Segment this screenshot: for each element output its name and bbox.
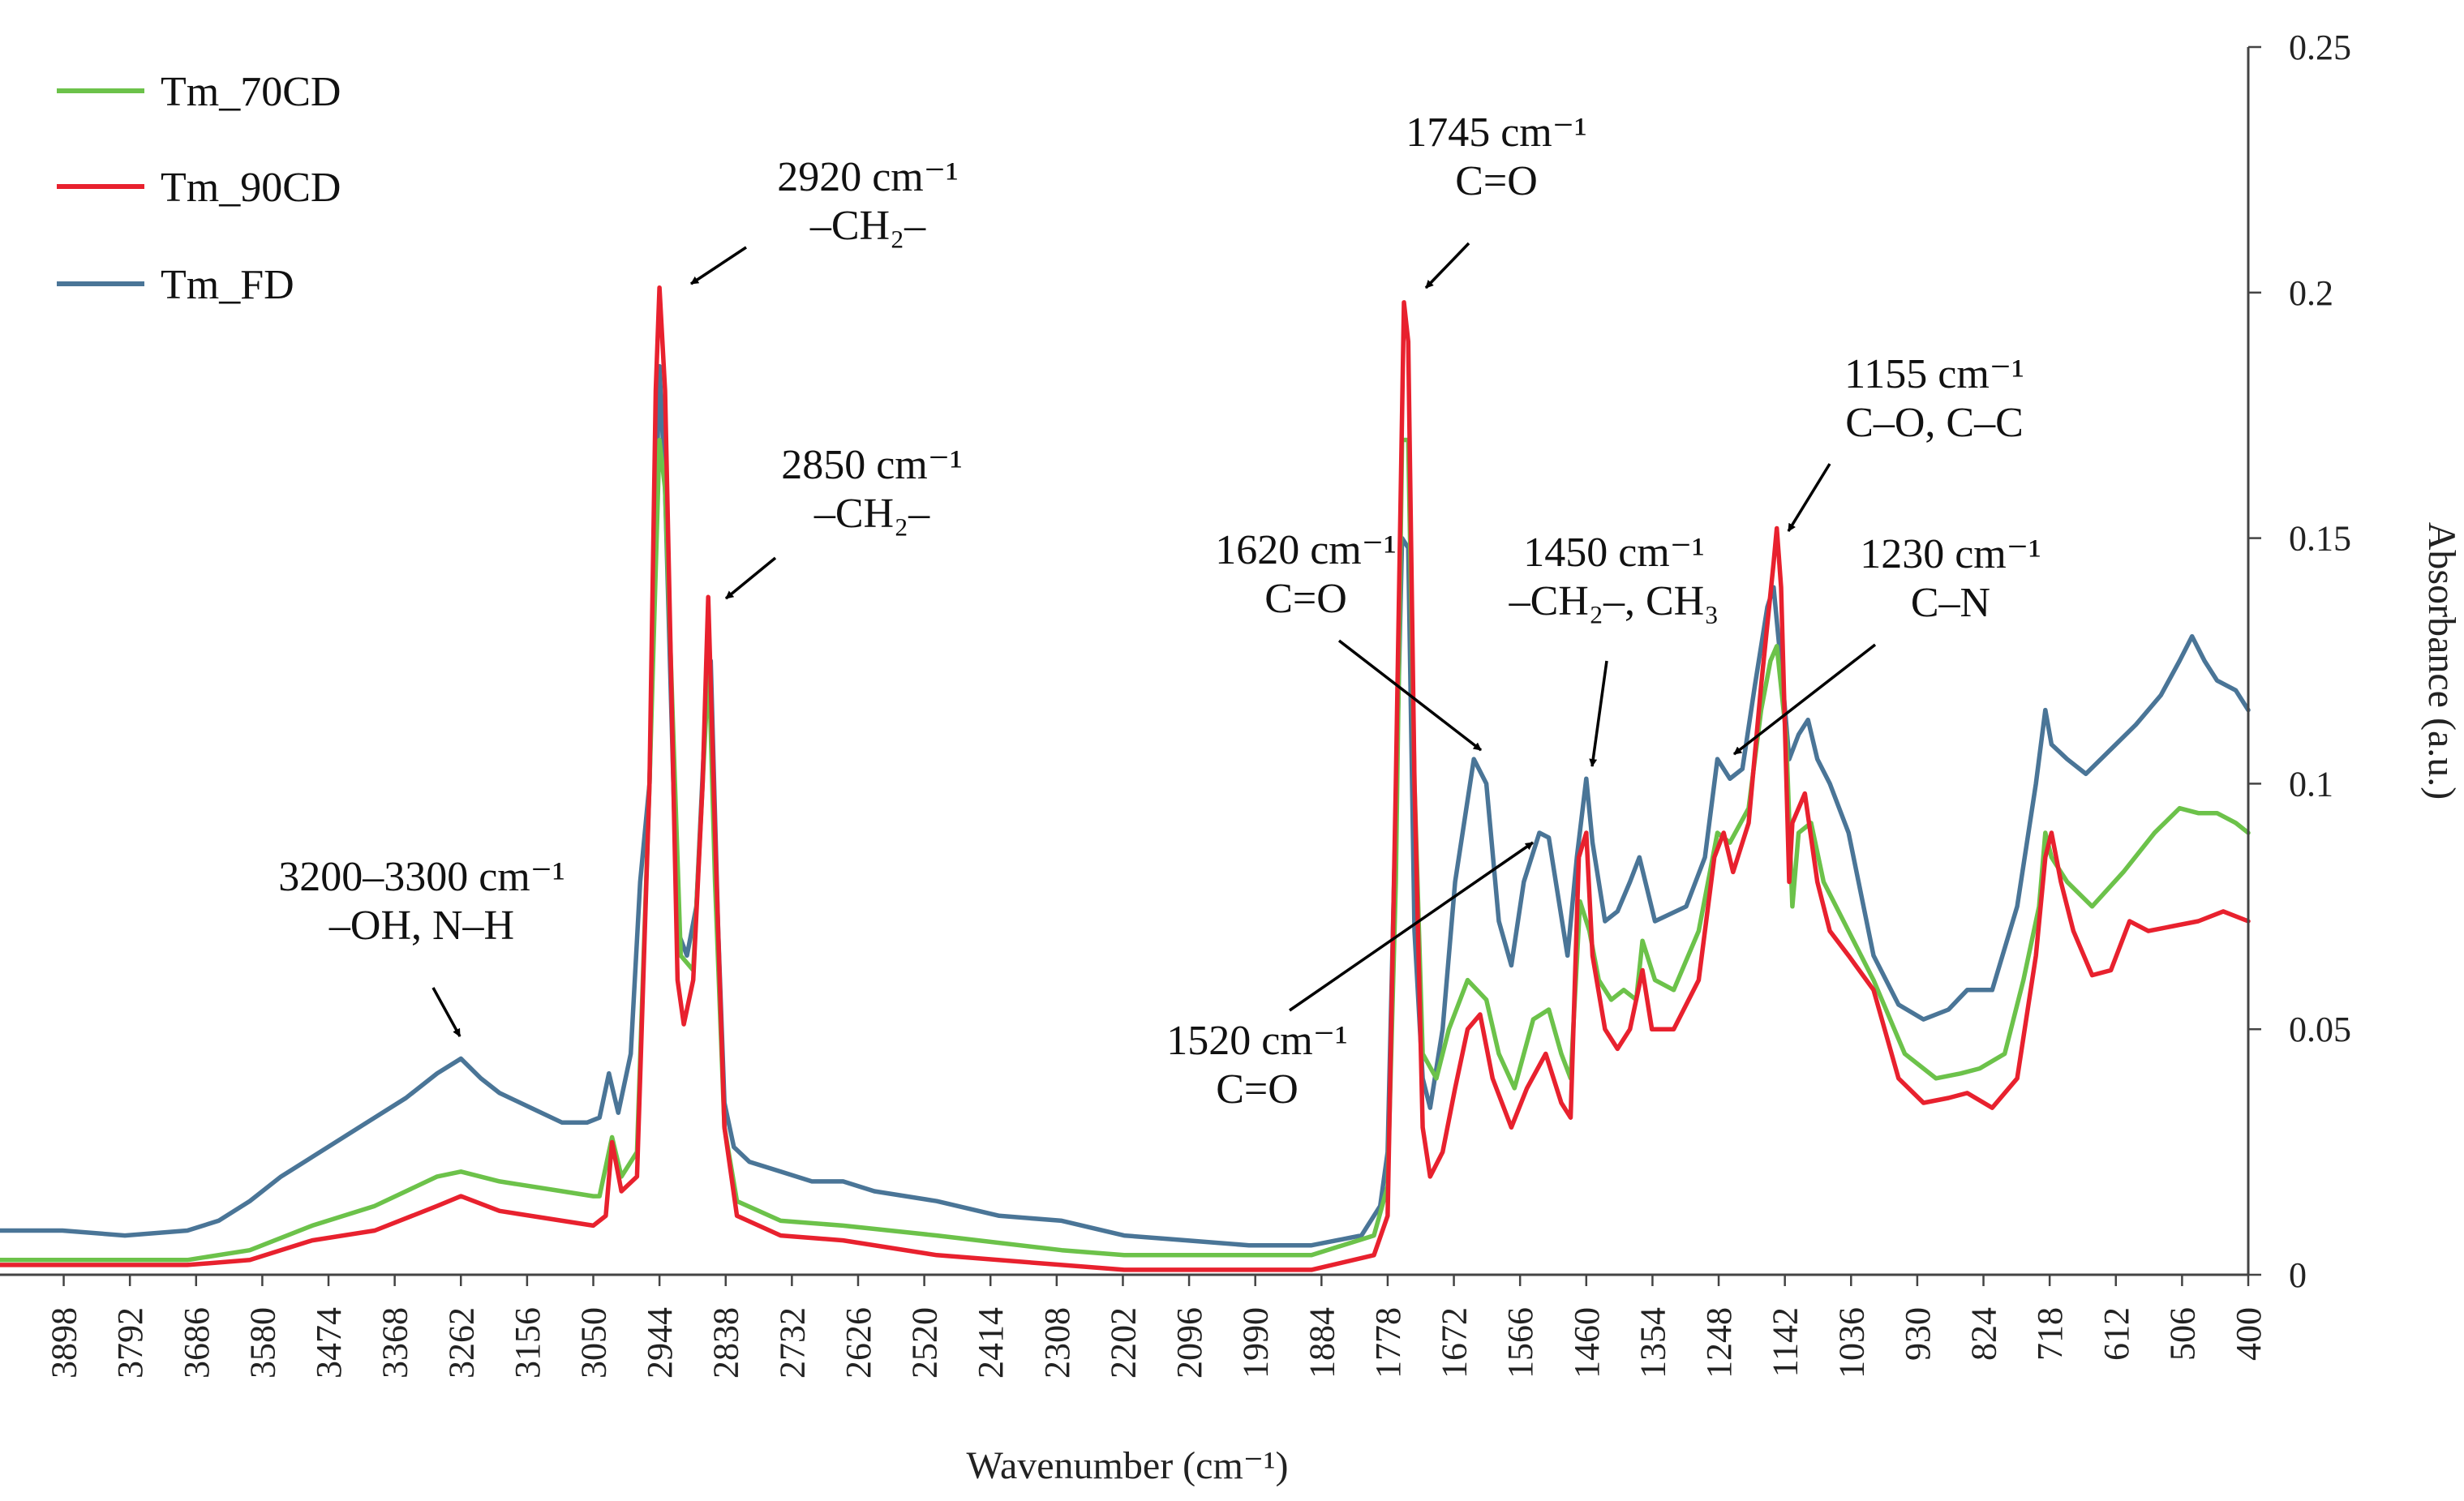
y-axis-title: Absorbance (a.u.) (2420, 522, 2463, 800)
annotation-text: –CH₂– (813, 491, 930, 537)
series-layer (0, 285, 2251, 1272)
annotation-text: –OH, N–H (328, 903, 514, 949)
annotation-text: C=O (1264, 576, 1347, 622)
x-tick-label: 2520 (905, 1307, 945, 1379)
x-tick-label: 930 (1898, 1307, 1938, 1361)
x-tick-label: 3156 (508, 1307, 547, 1379)
x-tick-label: 824 (1964, 1307, 2004, 1361)
annotation-text: 1155 cm⁻¹ (1844, 351, 2024, 397)
x-tick-label: 1566 (1500, 1307, 1540, 1379)
y-tick-label: 0.1 (2289, 764, 2333, 804)
annotation-text: –CH₂– (809, 203, 926, 249)
y-tick-label: 0.2 (2289, 273, 2333, 313)
x-tick-label: 1672 (1435, 1307, 1475, 1379)
x-tick-label: 1142 (1766, 1307, 1805, 1377)
x-tick-label: 506 (2162, 1307, 2202, 1361)
x-tick-label: 3368 (376, 1307, 415, 1379)
x-tick-label: 3792 (110, 1307, 150, 1379)
x-tick-label: 2308 (1037, 1307, 1077, 1379)
x-tick-label: 2838 (706, 1307, 746, 1379)
annotation-text: 2850 cm⁻¹ (781, 442, 963, 488)
annotation-arrow (431, 987, 461, 1037)
annotation-text: 1520 cm⁻¹ (1166, 1018, 1348, 1064)
x-tick-label: 2414 (971, 1307, 1011, 1379)
annotation-arrow (1787, 463, 1831, 532)
annotation-arrow (1337, 639, 1483, 752)
x-tick-label: 1460 (1567, 1307, 1607, 1379)
x-tick-label: 2626 (839, 1307, 878, 1379)
annotation-arrow (1424, 242, 1470, 289)
series-line-tm-70cd (0, 437, 2251, 1263)
annotation-arrow (1589, 660, 1608, 767)
annotation-arrow (690, 246, 747, 285)
x-tick-label: 1354 (1633, 1307, 1672, 1379)
x-tick-label: 3686 (177, 1307, 217, 1379)
annotation-text: C–N (1911, 580, 1990, 626)
x-tick-label: 2202 (1103, 1307, 1143, 1379)
legend-label: Tm_FD (161, 262, 294, 308)
annotation-text: C=O (1455, 158, 1538, 204)
x-tick-label: 1990 (1236, 1307, 1276, 1379)
x-tick-label: 1248 (1699, 1307, 1739, 1379)
series-line-tm-fd (0, 363, 2251, 1248)
legend-label: Tm_90CD (161, 165, 341, 211)
x-tick-label: 1036 (1831, 1307, 1871, 1379)
annotation-text: C=O (1216, 1066, 1299, 1113)
annotation-text: 1230 cm⁻¹ (1860, 531, 2041, 577)
y-tick-label: 0.05 (2289, 1010, 2351, 1049)
x-tick-label: 3580 (243, 1307, 282, 1379)
annotation-arrow (1289, 841, 1534, 1012)
annotation-text: 3200–3300 cm⁻¹ (278, 854, 565, 900)
x-tick-label: 3898 (45, 1307, 84, 1379)
x-tick-label: 400 (2229, 1307, 2269, 1361)
x-axis-ticks: 3898 3792 3686 3580 3474 3368 3262 3156 3050 2944… (45, 1275, 2269, 1379)
x-tick-label: 2096 (1170, 1307, 1209, 1379)
x-tick-label: 2944 (640, 1307, 680, 1379)
y-axis-ticks: 0 0.05 0.1 0.15 0.2 0.25 (2248, 28, 2351, 1295)
annotation-text: 2920 cm⁻¹ (777, 154, 959, 200)
annotation-text: 1620 cm⁻¹ (1215, 527, 1397, 573)
y-tick-label: 0.25 (2289, 28, 2351, 67)
y-tick-label: 0 (2289, 1255, 2307, 1295)
x-axis-title: Wavenumber (cm⁻¹) (966, 1444, 1288, 1487)
legend: Tm_70CD Tm_90CD Tm_FD (57, 69, 341, 308)
x-tick-label: 3050 (574, 1307, 614, 1379)
annotation-text: 1745 cm⁻¹ (1406, 109, 1587, 156)
annotations: 2920 cm⁻¹–CH₂–2850 cm⁻¹–CH₂–3200–3300 cm… (278, 109, 2041, 1113)
annotation-arrow (724, 556, 777, 600)
x-tick-label: 2732 (772, 1307, 812, 1379)
x-tick-label: 3262 (441, 1307, 481, 1379)
x-tick-label: 612 (2097, 1307, 2136, 1361)
annotation-text: C–O, C–C (1845, 400, 2024, 446)
x-tick-label: 1778 (1368, 1307, 1408, 1379)
annotation-text: 1450 cm⁻¹ (1523, 530, 1705, 576)
annotation-text: –CH₂–, CH₃ (1509, 578, 1719, 624)
series-line-tm-90cd (0, 285, 2251, 1272)
x-tick-label: 3474 (309, 1307, 349, 1379)
legend-label: Tm_70CD (161, 69, 341, 115)
x-tick-label: 1884 (1302, 1307, 1341, 1379)
annotation-arrow (1732, 643, 1877, 756)
y-tick-label: 0.15 (2289, 519, 2351, 559)
x-tick-label: 718 (2030, 1307, 2070, 1361)
